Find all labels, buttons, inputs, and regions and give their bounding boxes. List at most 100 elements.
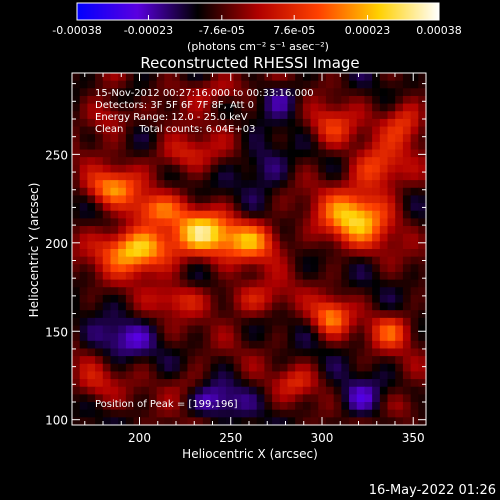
- heatmap-cell: [172, 325, 181, 334]
- heatmap-cell: [233, 402, 242, 411]
- heatmap-cell: [118, 279, 127, 288]
- heatmap-cell: [287, 394, 296, 403]
- heatmap-cell: [102, 241, 112, 250]
- heatmap-cell: [387, 310, 396, 319]
- heatmap-cell: [279, 271, 289, 281]
- heatmap-cell: [249, 386, 258, 395]
- heatmap-cell: [349, 187, 358, 197]
- heatmap-cell: [410, 340, 419, 350]
- heatmap-cell: [233, 218, 242, 227]
- heatmap-cell: [272, 287, 281, 296]
- x-tick-label: 300: [311, 431, 334, 445]
- heatmap-cell: [333, 164, 342, 174]
- heatmap-cell: [364, 157, 373, 166]
- heatmap-cell: [125, 402, 135, 411]
- heatmap-cell: [287, 379, 296, 388]
- heatmap-cell: [233, 264, 242, 273]
- heatmap-cell: [95, 310, 104, 319]
- heatmap-cell: [233, 134, 242, 143]
- heatmap-cell: [195, 149, 204, 158]
- heatmap-cell: [387, 241, 396, 250]
- heatmap-cell: [318, 356, 327, 365]
- heatmap-cell: [333, 317, 342, 327]
- heatmap-cell: [325, 126, 335, 135]
- heatmap-cell: [218, 271, 227, 281]
- heatmap-cell: [333, 363, 342, 373]
- heatmap-cell: [295, 409, 304, 418]
- heatmap-cell: [95, 233, 104, 242]
- heatmap-cell: [325, 241, 335, 250]
- heatmap-cell: [79, 417, 88, 426]
- heatmap-cell: [418, 249, 427, 258]
- heatmap-cell: [318, 325, 327, 334]
- heatmap-cell: [179, 149, 189, 158]
- heatmap-cell: [148, 195, 158, 204]
- heatmap-cell: [110, 241, 119, 250]
- heatmap-cell: [233, 256, 242, 265]
- heatmap-cell: [387, 218, 396, 227]
- heatmap-cell: [79, 249, 88, 258]
- heatmap-cell: [387, 172, 396, 181]
- heatmap-cell: [372, 180, 381, 189]
- heatmap-cell: [410, 203, 419, 212]
- heatmap-cell: [372, 340, 381, 350]
- heatmap-cell: [87, 241, 96, 250]
- heatmap-cell: [195, 279, 204, 288]
- heatmap-cell: [133, 157, 142, 166]
- heatmap-cell: [256, 386, 265, 395]
- heatmap-cell: [379, 294, 389, 304]
- heatmap-cell: [95, 249, 104, 258]
- heatmap-cell: [79, 149, 88, 158]
- heatmap-cell: [241, 394, 250, 403]
- heatmap-cell: [372, 317, 381, 327]
- heatmap-cell: [349, 402, 358, 411]
- heatmap-cell: [356, 333, 366, 342]
- heatmap-cell: [187, 271, 196, 281]
- heatmap-cell: [225, 402, 235, 411]
- heatmap-cell: [302, 118, 312, 128]
- heatmap-cell: [379, 325, 389, 334]
- heatmap-cell: [202, 126, 212, 135]
- heatmap-cell: [125, 80, 135, 89]
- heatmap-cell: [302, 203, 312, 212]
- heatmap-cell: [333, 287, 342, 296]
- heatmap-cell: [125, 333, 135, 342]
- heatmap-cell: [72, 172, 81, 181]
- heatmap-cell: [341, 218, 350, 227]
- heatmap-cell: [364, 249, 373, 258]
- heatmap-cell: [187, 249, 196, 258]
- heatmap-cell: [272, 363, 281, 373]
- heatmap-cell: [395, 88, 404, 97]
- heatmap-cell: [272, 302, 281, 311]
- heatmap-cell: [318, 302, 327, 311]
- heatmap-cell: [387, 409, 396, 418]
- heatmap-cell: [241, 172, 250, 181]
- heatmap-cell: [72, 164, 81, 174]
- heatmap-cell: [102, 356, 112, 365]
- heatmap-cell: [241, 157, 250, 166]
- heatmap-cell: [187, 241, 196, 250]
- heatmap-cell: [287, 149, 296, 158]
- heatmap-cell: [241, 271, 250, 281]
- heatmap-cell: [418, 333, 427, 342]
- heatmap-cell: [79, 287, 88, 296]
- heatmap-cell: [241, 103, 250, 112]
- heatmap-cell: [272, 233, 281, 242]
- heatmap-cell: [302, 180, 312, 189]
- heatmap-cell: [125, 386, 135, 395]
- heatmap-cell: [364, 118, 373, 128]
- heatmap-cell: [133, 294, 142, 304]
- heatmap-cell: [125, 325, 135, 334]
- heatmap-cell: [379, 287, 389, 296]
- heatmap-cell: [279, 379, 289, 388]
- heatmap-cell: [364, 264, 373, 273]
- heatmap-cell: [110, 402, 119, 411]
- heatmap-cell: [349, 157, 358, 166]
- heatmap-cell: [202, 394, 212, 403]
- heatmap-cell: [156, 356, 165, 365]
- heatmap-cell: [402, 264, 412, 273]
- heatmap-cell: [256, 249, 265, 258]
- heatmap-cell: [372, 363, 381, 373]
- heatmap-cell: [287, 371, 296, 380]
- heatmap-cell: [87, 134, 96, 143]
